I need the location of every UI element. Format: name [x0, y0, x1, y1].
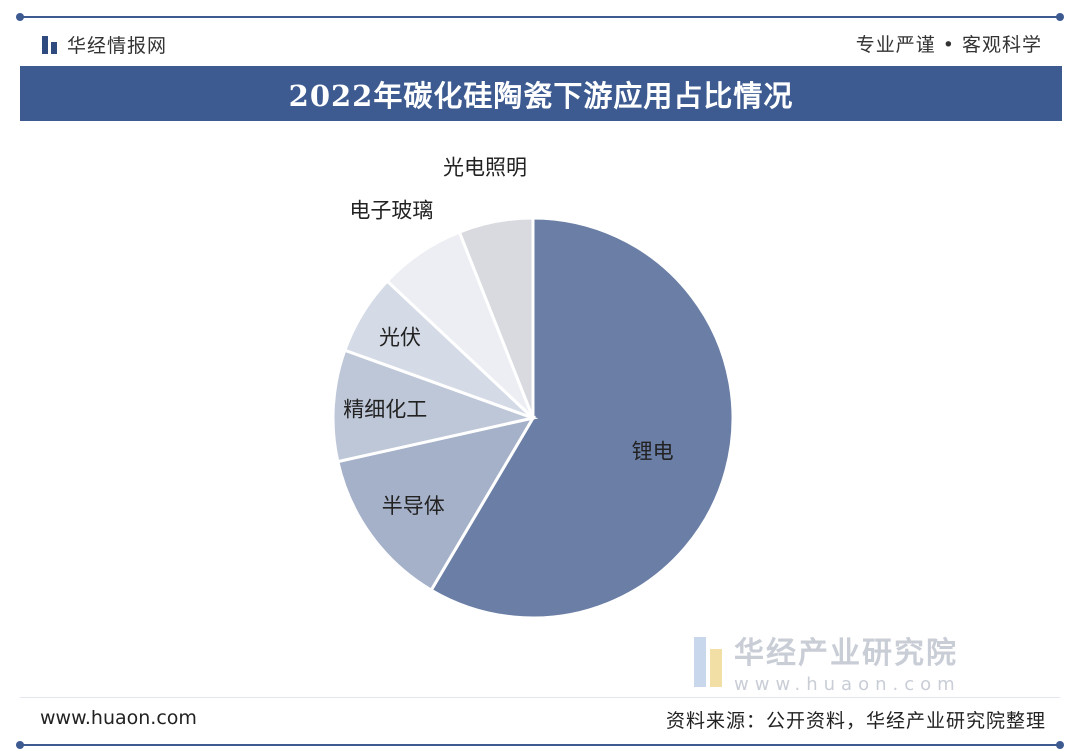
pie-slice	[457, 216, 535, 419]
slice-label: 精细化工	[343, 398, 427, 422]
slice-label: 电子玻璃	[349, 199, 433, 223]
chart-panel: 锂电半导体 精细化工 光伏 电子玻璃 光电照明	[20, 121, 1062, 692]
footer-logo-icon	[694, 636, 722, 687]
slice-label: 锂电	[632, 440, 674, 464]
slice-label: 光电照明	[443, 156, 527, 180]
footer-bar: www.huaon.com 资料来源：公开资料，华经产业研究院整理	[20, 697, 1060, 740]
brand-name: 华经情报网	[67, 35, 168, 57]
footer-logo: 华经产业研究院 www.huaon.com	[694, 628, 961, 695]
rule-dot	[16, 13, 24, 21]
brand-logo-icon	[42, 35, 57, 54]
footer-url-link[interactable]: www.huaon.com	[40, 707, 197, 729]
brand[interactable]: 华经情报网	[42, 31, 167, 58]
slice-label: 半导体	[382, 494, 445, 518]
pie-slice	[429, 216, 735, 620]
source-note: 资料来源：公开资料，华经产业研究院整理	[665, 710, 1046, 732]
bottom-rule	[16, 741, 1064, 749]
chart-title: 2022年碳化硅陶瓷下游应用占比情况	[288, 78, 794, 113]
rule-dot	[16, 741, 24, 749]
slice-label: 光伏	[379, 325, 421, 349]
title-bar: 2022年碳化硅陶瓷下游应用占比情况	[20, 66, 1062, 121]
tagline: 专业严谨 • 客观科学	[855, 34, 1042, 56]
footer-logo-cn: 华经产业研究院	[734, 636, 958, 671]
pie-slice	[331, 348, 539, 464]
rule-dot	[1056, 13, 1064, 21]
rule-dot	[1056, 741, 1064, 749]
footer-logo-en: www.huaon.com	[734, 674, 961, 695]
top-rule	[16, 13, 1064, 21]
pie-slice	[336, 415, 537, 593]
